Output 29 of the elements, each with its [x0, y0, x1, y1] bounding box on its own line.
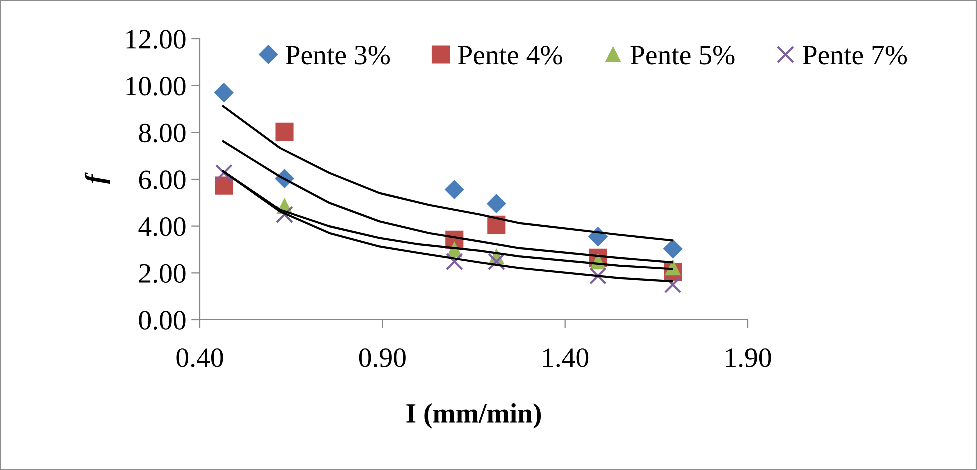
x-tick-label: 1.40 [543, 348, 589, 368]
point [215, 176, 234, 195]
point [276, 122, 294, 141]
x-tick-label: 0.40 [176, 348, 224, 368]
x-tick-label: 0.90 [359, 348, 406, 368]
point [664, 240, 683, 259]
y-axis-title: f [84, 172, 110, 184]
point [446, 253, 464, 271]
x-tick-label: 1.90 [726, 348, 772, 368]
y-tick-label: 4.00 [138, 218, 186, 236]
y-tick-label: 2.00 [139, 264, 186, 284]
legend-label: Pente 5% [630, 46, 735, 65]
legend-label: Pente 7% [803, 46, 908, 65]
point [664, 276, 682, 294]
x-axis-title: I (mm/min) [406, 404, 542, 429]
y-tick-label: 8.00 [139, 124, 186, 143]
point [214, 83, 234, 102]
y-tick-label: 6.00 [139, 170, 186, 190]
point [590, 267, 607, 285]
point [488, 253, 506, 271]
legend-label: Pente 4% [458, 46, 562, 65]
y-tick-label: 12.00 [126, 30, 186, 50]
y-tick-label: 0.00 [139, 311, 186, 330]
y-tick-label: 10.00 [126, 77, 186, 96]
point [445, 180, 464, 200]
point [215, 164, 233, 182]
point [487, 194, 506, 214]
legend-label: Pente 3% [286, 46, 390, 65]
point [276, 206, 294, 224]
